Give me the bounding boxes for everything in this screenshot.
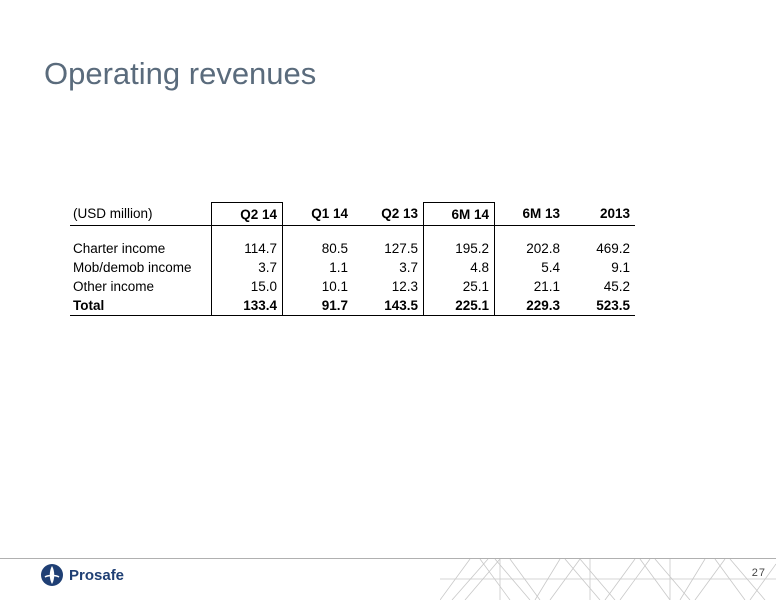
table-cell: 5.4 xyxy=(541,260,560,275)
row-label: Charter income xyxy=(73,241,166,256)
table-cell: 10.1 xyxy=(321,279,348,294)
column-header: 6M 14 xyxy=(423,202,495,226)
footer-decorative-pattern xyxy=(440,559,776,600)
table-cell: 127.5 xyxy=(384,241,418,256)
total-cell: 91.7 xyxy=(282,296,353,316)
unit-label: (USD million) xyxy=(70,202,212,226)
total-cell: 225.1 xyxy=(423,296,495,316)
page-title: Operating revenues xyxy=(44,56,317,91)
table-row: Charter income 114.7 80.5 127.5 195.2 20… xyxy=(70,239,635,258)
table-cell: 3.7 xyxy=(211,258,283,277)
total-label: Total xyxy=(70,296,212,316)
column-header: 2013 xyxy=(565,202,635,226)
table-row: Other income 15.0 10.1 12.3 25.1 21.1 45… xyxy=(70,277,635,296)
table-cell: 469.2 xyxy=(596,241,630,256)
row-label: Other income xyxy=(73,279,155,294)
brand-name: Prosafe xyxy=(69,566,125,584)
table-cell: 45.2 xyxy=(603,279,630,294)
spacer-row xyxy=(70,225,635,239)
table-cell: 195.2 xyxy=(423,239,495,258)
table-cell: 3.7 xyxy=(399,260,418,275)
footer-divider xyxy=(0,558,776,559)
table-cell: 21.1 xyxy=(533,279,560,294)
total-cell: 143.5 xyxy=(353,296,424,316)
total-cell: 229.3 xyxy=(494,296,565,316)
column-header: Q2 13 xyxy=(353,202,424,226)
table-cell: 1.1 xyxy=(329,260,348,275)
prosafe-logo-icon xyxy=(41,564,63,586)
table-cell: 25.1 xyxy=(423,277,495,296)
total-row: Total 133.4 91.7 143.5 225.1 229.3 523.5 xyxy=(70,296,635,316)
page-number: 27 xyxy=(751,567,766,579)
table-cell: 12.3 xyxy=(391,279,418,294)
column-header: 6M 13 xyxy=(494,202,565,226)
column-header: Q2 14 xyxy=(211,202,283,226)
revenue-table: (USD million) Q2 14 Q1 14 Q2 13 6M 14 6M… xyxy=(70,202,635,316)
table-cell: 80.5 xyxy=(321,241,348,256)
table-header-row: (USD million) Q2 14 Q1 14 Q2 13 6M 14 6M… xyxy=(70,202,635,226)
table-cell: 114.7 xyxy=(211,239,283,258)
total-cell: 523.5 xyxy=(565,296,635,316)
column-header: Q1 14 xyxy=(282,202,353,226)
table-cell: 9.1 xyxy=(611,260,630,275)
prosafe-logo: Prosafe xyxy=(40,562,124,588)
row-label: Mob/demob income xyxy=(73,260,192,275)
table-cell: 202.8 xyxy=(526,241,560,256)
table-cell: 4.8 xyxy=(423,258,495,277)
table-cell: 15.0 xyxy=(211,277,283,296)
total-cell: 133.4 xyxy=(211,296,283,316)
table-row: Mob/demob income 3.7 1.1 3.7 4.8 5.4 9.1 xyxy=(70,258,635,277)
